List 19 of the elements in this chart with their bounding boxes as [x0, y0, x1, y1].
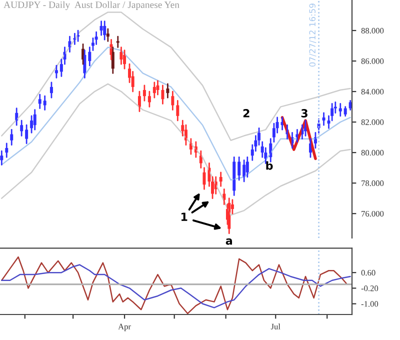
- y-tick-label: 76.000: [362, 210, 384, 217]
- y-tick-label: -1.00: [361, 301, 378, 307]
- annotation: 1: [181, 212, 188, 221]
- annotation: a: [226, 238, 232, 245]
- y-tick-label: 78.000: [362, 180, 384, 186]
- ref-line-label: 07/27/12 16:59: [309, 4, 316, 67]
- x-tick-label: Apr: [118, 324, 131, 332]
- y-tick-label: -0.20: [361, 286, 378, 292]
- x-tick-label: Jul: [270, 324, 280, 330]
- annotation: 3: [301, 109, 308, 118]
- annotation: 2: [243, 109, 250, 118]
- y-tick-label: 88.000: [361, 28, 384, 34]
- y-tick-label: 80.000: [361, 150, 384, 156]
- chart-title: AUDJPY - Daily Aust Dollar / Japanese Yen: [4, 1, 180, 10]
- y-tick-label: 86.000: [361, 58, 384, 64]
- y-tick-label: 82.000: [361, 119, 384, 126]
- annotation: b: [266, 161, 273, 170]
- y-tick-label: 0.60: [361, 270, 376, 276]
- y-tick-label: 84.000: [361, 88, 384, 95]
